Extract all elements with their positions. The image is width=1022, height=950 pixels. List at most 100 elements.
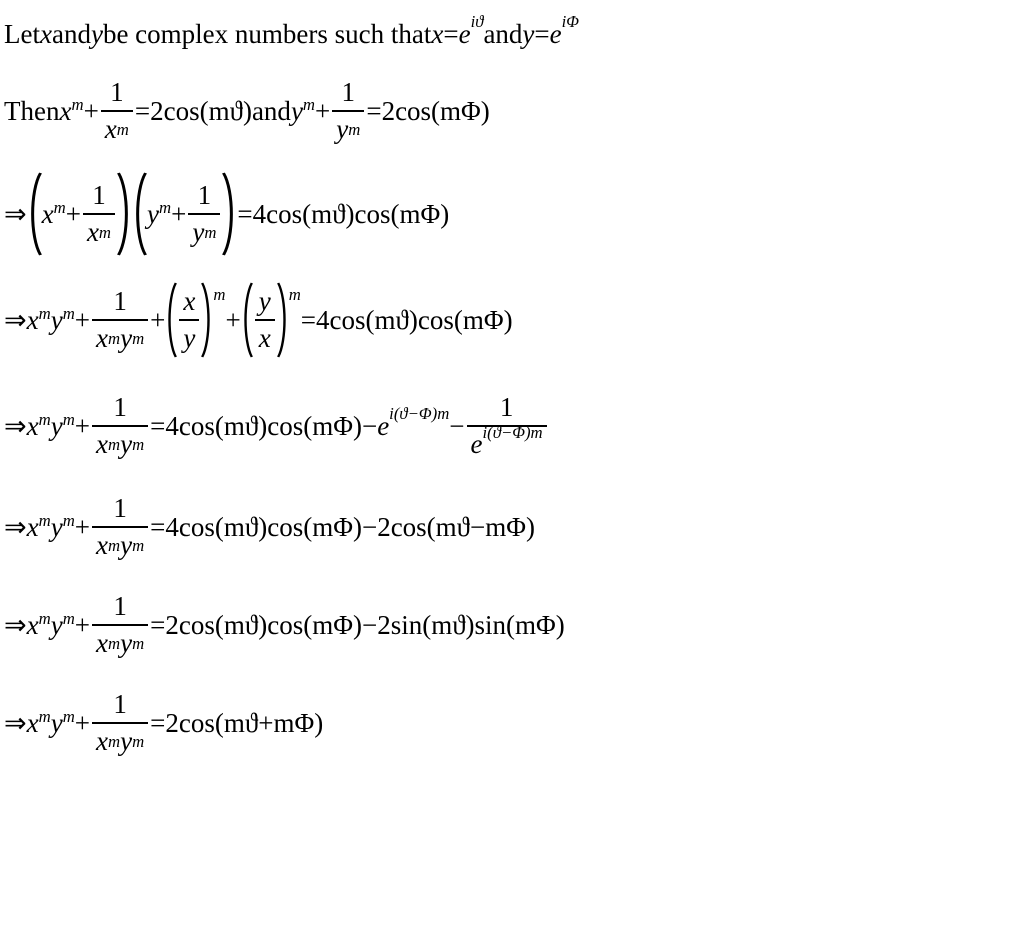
- xm-2: xm: [42, 201, 66, 228]
- text-and-2: and: [483, 21, 522, 48]
- math-line-4: ⇒ xmym + 1 xmym + x y m + y x m = 4cos(m…: [4, 270, 1018, 370]
- plus-5a: +: [75, 413, 90, 440]
- plus-2b: +: [315, 98, 330, 125]
- paren-group-yx: y x m: [241, 281, 301, 359]
- math-line-7: ⇒ xmym + 1 xmym = 2cos(mϑ)cos(mΦ)−2sin(m…: [4, 578, 1018, 672]
- eq-10: =: [150, 710, 165, 737]
- arrow-5: ⇒: [4, 413, 27, 440]
- eq-6: =: [301, 307, 316, 334]
- plus-3b: +: [171, 201, 186, 228]
- num: 1: [106, 77, 128, 110]
- arrow-6: ⇒: [4, 514, 27, 541]
- arrow-7: ⇒: [4, 612, 27, 639]
- plus-4b: +: [150, 307, 165, 334]
- frac-x-over-y: x y: [179, 286, 199, 354]
- paren-group-ym: ym + 1 ym: [132, 171, 237, 257]
- paren-open-icon: [132, 171, 147, 257]
- minus-5: −: [449, 413, 464, 440]
- num: 1: [109, 286, 131, 319]
- eq-7: =: [150, 413, 165, 440]
- eq-9: =: [150, 612, 165, 639]
- ym-2: ym: [147, 201, 171, 228]
- paren-group-xm: xm + 1 xm: [27, 171, 132, 257]
- num: 1: [88, 180, 110, 213]
- den: ym: [188, 213, 220, 248]
- den: x: [255, 319, 275, 354]
- den: xm: [101, 110, 133, 145]
- den: xmym: [92, 319, 148, 354]
- frac-y-over-x: y x: [255, 286, 275, 354]
- plus-4a: +: [75, 307, 90, 334]
- paren-open-icon: [165, 281, 177, 359]
- plus-8a: +: [75, 710, 90, 737]
- frac-1-over-xmym-1: 1 xmym: [92, 286, 148, 354]
- xmym-5: xmym: [27, 710, 75, 737]
- arrow-4: ⇒: [4, 307, 27, 334]
- arrow-3: ⇒: [4, 201, 27, 228]
- eq-3: =: [135, 98, 150, 125]
- den: ym: [332, 110, 364, 145]
- paren-group-xy: x y m: [165, 281, 225, 359]
- frac-1-over-ym-2: 1 ym: [188, 180, 220, 248]
- num: 1: [194, 180, 216, 213]
- var-y-eq: y: [522, 21, 534, 48]
- eq-4: =: [366, 98, 381, 125]
- plus-3a: +: [66, 201, 81, 228]
- paren-close-icon: [117, 171, 132, 257]
- rhs-4coscos-2: 4cos(mϑ)cos(mΦ): [316, 307, 513, 334]
- frac-1-over-xm: 1 xm: [101, 77, 133, 145]
- plus-7a: +: [75, 612, 90, 639]
- rhs-4coscos-m2cos: 4cos(mϑ)cos(mΦ)−2cos(mϑ−mΦ): [165, 514, 535, 541]
- e-exp-1: e: [377, 413, 389, 440]
- den: xmym: [92, 425, 148, 460]
- num: 1: [109, 689, 131, 722]
- frac-1-over-xm-2: 1 xm: [83, 180, 115, 248]
- den: y: [179, 319, 199, 354]
- exp-iPhi: iΦ: [562, 14, 579, 31]
- num: 1: [338, 77, 360, 110]
- sup-m-2: m: [289, 287, 301, 304]
- paren-open-icon: [241, 281, 253, 359]
- num: 1: [109, 392, 131, 425]
- var-x: x: [40, 21, 52, 48]
- den: xm: [83, 213, 115, 248]
- exp-itheta: iϑ: [471, 14, 484, 31]
- eq-8: =: [150, 514, 165, 541]
- plus-2a: +: [84, 98, 99, 125]
- frac-1-over-xmym-3: 1 xmym: [92, 493, 148, 561]
- text-be-complex: be complex numbers such that: [103, 21, 431, 48]
- math-line-2: Then xm + 1 xm = 2cos(mϑ) and ym + 1 ym …: [4, 64, 1018, 158]
- num: 1: [109, 493, 131, 526]
- frac-1-over-xmym-2: 1 xmym: [92, 392, 148, 460]
- e-1: e: [459, 21, 471, 48]
- num: 1: [496, 392, 518, 425]
- eq-2: =: [534, 21, 549, 48]
- rhs-2cosmPhi: 2cos(mΦ): [382, 98, 490, 125]
- xmym-1: xmym: [27, 307, 75, 334]
- eq-1: =: [443, 21, 458, 48]
- arrow-8: ⇒: [4, 710, 27, 737]
- den: xmym: [92, 526, 148, 561]
- eq-5: =: [237, 201, 252, 228]
- xmym-3: xmym: [27, 514, 75, 541]
- sup-m-1: m: [213, 287, 225, 304]
- math-line-8: ⇒ xmym + 1 xmym = 2cos(mϑ+mΦ): [4, 676, 1018, 770]
- num: 1: [109, 591, 131, 624]
- den: ei(ϑ−Φ)m: [467, 425, 547, 460]
- math-line-6: ⇒ xmym + 1 xmym = 4cos(mϑ)cos(mΦ)−2cos(m…: [4, 480, 1018, 574]
- math-line-5: ⇒ xmym + 1 xmym = 4cos(mϑ)cos(mΦ)− e i(ϑ…: [4, 376, 1018, 476]
- var-y: y: [91, 21, 103, 48]
- paren-close-icon: [222, 171, 237, 257]
- paren-close-icon: [277, 281, 289, 359]
- num: y: [255, 286, 275, 319]
- plus-4c: +: [225, 307, 240, 334]
- den: xmym: [92, 722, 148, 757]
- text-and-1: and: [52, 21, 91, 48]
- text-let: Let: [4, 21, 40, 48]
- plus-6a: +: [75, 514, 90, 541]
- exp-i-tPhi-m-1: i(ϑ−Φ)m: [389, 406, 449, 423]
- rhs-2cosmtheta: 2cos(mϑ): [150, 98, 252, 125]
- e-2: e: [550, 21, 562, 48]
- num: x: [179, 286, 199, 319]
- var-x-eq: x: [431, 21, 443, 48]
